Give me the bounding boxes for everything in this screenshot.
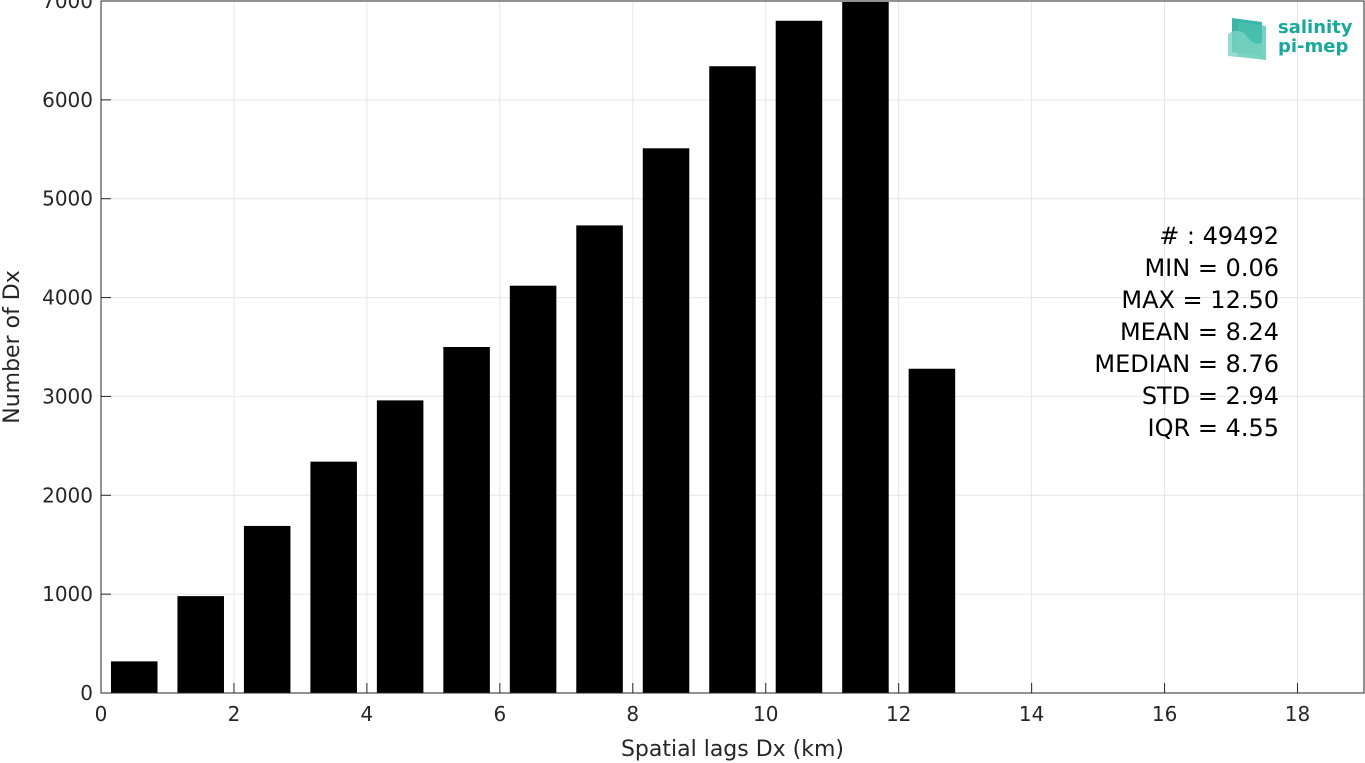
bars: [110, 1, 956, 694]
x-tick-label: 0: [95, 702, 108, 726]
x-tick-label: 10: [753, 702, 778, 726]
y-tick-label: 7000: [42, 0, 93, 13]
histogram-bar: [310, 461, 357, 693]
plot-frame: [100, 0, 1365, 694]
histogram-bar: [177, 596, 224, 693]
x-tick-label: 2: [228, 702, 241, 726]
logo-text-line2: pi-mep: [1278, 36, 1348, 57]
logo-text-line1: salinity: [1278, 17, 1353, 38]
histogram-bar: [775, 20, 823, 694]
y-tick-label: 5000: [42, 187, 93, 211]
x-tick-label: 16: [1152, 702, 1177, 726]
stat-line: STD = 2.94: [1142, 382, 1279, 410]
y-tick-label: 0: [80, 681, 93, 705]
stat-line: # : 49492: [1159, 222, 1279, 250]
stat-line: MIN = 0.06: [1144, 254, 1279, 282]
stat-line: MEDIAN = 8.76: [1094, 350, 1279, 378]
x-tick-label: 14: [1019, 702, 1044, 726]
histogram-bar: [110, 661, 158, 693]
logo-icon: [1228, 18, 1266, 60]
x-tick-label: 4: [361, 702, 374, 726]
stats-annotation: # : 49492 MIN = 0.06 MAX = 12.50 MEAN = 8.2…: [1094, 222, 1279, 442]
histogram-bar: [709, 66, 756, 693]
stat-line: MEAN = 8.24: [1120, 318, 1279, 346]
y-tick-label: 2000: [42, 483, 93, 507]
histogram-bar: [243, 525, 291, 693]
x-tick-label: 18: [1285, 702, 1310, 726]
stat-line: MAX = 12.50: [1121, 286, 1279, 314]
histogram-bar: [842, 1, 889, 693]
x-tick-label: 6: [493, 702, 506, 726]
histogram-bar: [509, 285, 557, 693]
x-axis-label: Spatial lags Dx (km): [621, 737, 844, 762]
histogram-bar: [376, 400, 424, 693]
y-tick-label: 1000: [42, 582, 93, 606]
stat-line: IQR = 4.55: [1148, 414, 1279, 442]
y-tick-label: 4000: [42, 286, 93, 310]
y-axis-label: Number of Dx: [0, 270, 25, 424]
histogram-bar: [576, 225, 623, 694]
ticks: 0 2 4 6 8 10 12 14 16 18 0 1000 2000 3000 4000 5000 6000…: [42, 0, 1310, 726]
salinity-pimep-logo: salinity pi-mep: [1228, 17, 1353, 60]
histogram-bar: [642, 148, 690, 694]
x-tick-label: 12: [886, 702, 911, 726]
y-tick-label: 6000: [42, 88, 93, 112]
x-tick-label: 8: [626, 702, 639, 726]
histogram-bar: [443, 347, 490, 693]
y-tick-label: 3000: [42, 384, 93, 408]
histogram-bar: [908, 368, 956, 693]
